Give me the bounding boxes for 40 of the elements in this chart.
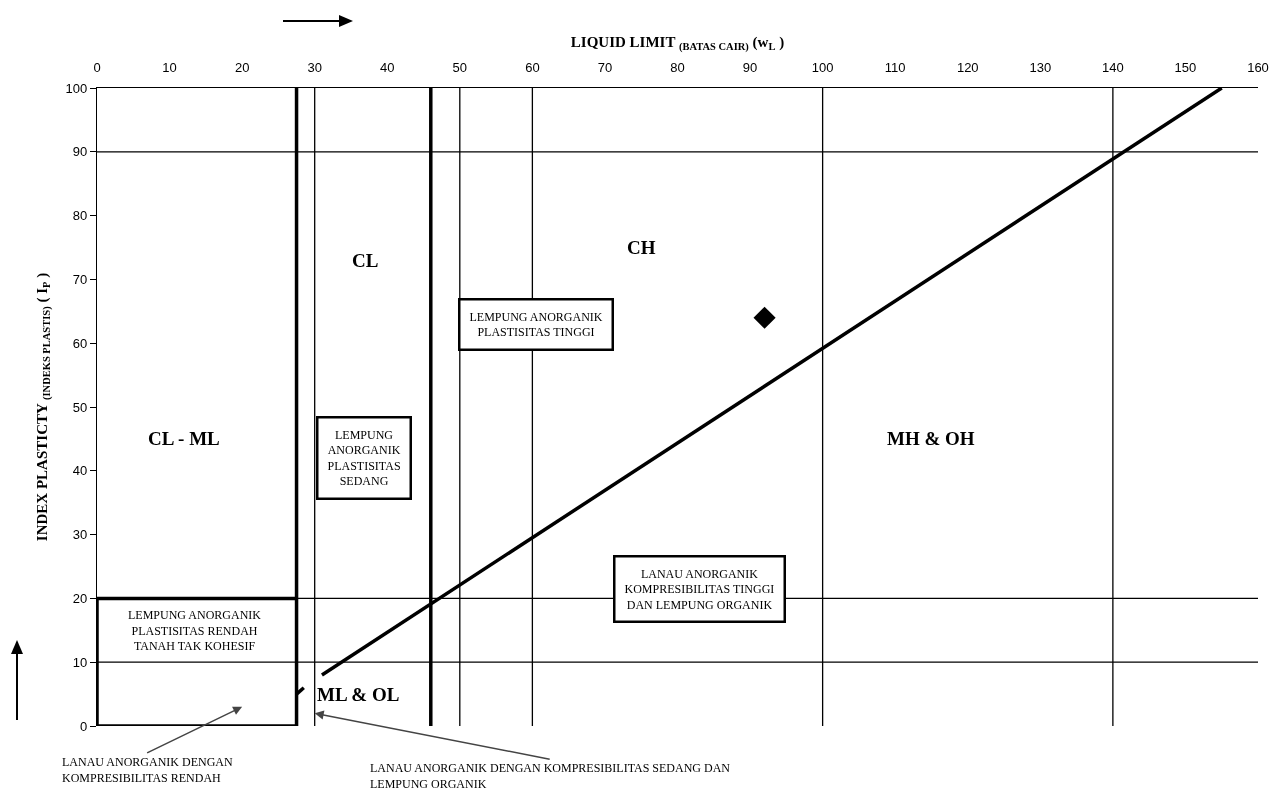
y-tick-label: 40 [72,463,88,479]
x-tick-label: 120 [956,59,979,75]
x-tick-label: 160 [1247,59,1269,75]
x-tick-label: 50 [452,59,468,75]
annotation: LEMPUNG ANORGANIK PLASTISITAS RENDAH TANAH TAK KOHESIF [128,608,262,654]
annotation: LANAU ANORGANIK KOMPRESIBILITAS TINGGI DAN LEMPUNG ORGANIK [624,566,775,612]
x-axis-title: LIQUID LIMIT $_{(BATAS CAIR)}$ (w$_{L}$ ) [570,33,785,54]
x-tick-label: 80 [670,59,685,75]
x-tick-label: 130 [1029,59,1052,75]
annotation: LANAU ANORGANIK DENGAN KOMPRESIBILITAS SEDANG DAN LEMPUNG ORGANIK [370,761,731,791]
annotation: LEMPUNG ANORGANIK PLASTISITAS SEDANG [327,427,401,489]
x-tick-label: 100 [811,59,834,75]
x-tick-label: 70 [597,59,613,75]
annotation: ML & OL [317,684,400,705]
x-tick-label: 150 [1174,59,1197,75]
text: LANAU ANORGANIK DENGAN KOMPRESIBILITAS RENDAH [62,755,233,785]
annotation: CH [627,237,656,258]
y-tick-label: 80 [72,208,88,224]
x-tick-label: 30 [307,59,322,75]
x-tick-label: 0 [93,59,101,75]
y-tick-label: 20 [72,590,88,606]
y-tick-label: 90 [72,144,88,160]
y-tick-label: 30 [72,527,88,543]
y-tick-label: 70 [72,271,88,287]
x-tick-label: 40 [380,59,395,75]
annotation: MH & OH [887,428,975,449]
y-tick-label: 10 [72,654,88,670]
x-tick-label: 60 [525,59,540,75]
x-tick-label: 110 [884,59,906,75]
y-tick-label: 100 [65,80,88,96]
annotation: CL - ML [148,428,220,449]
x-tick-label: 90 [742,59,758,75]
annotation: LEMPUNG ANORGANIK PLASTISITAS TINGGI [469,309,603,340]
x-tick-label: 10 [162,59,177,75]
y-tick-label: 50 [72,399,88,415]
y-tick-label: 0 [80,718,88,734]
x-tick-label: 140 [1102,59,1124,75]
annotation: CL [352,250,379,271]
y-tick-label: 60 [72,335,88,351]
x-tick-label: 20 [234,59,250,75]
